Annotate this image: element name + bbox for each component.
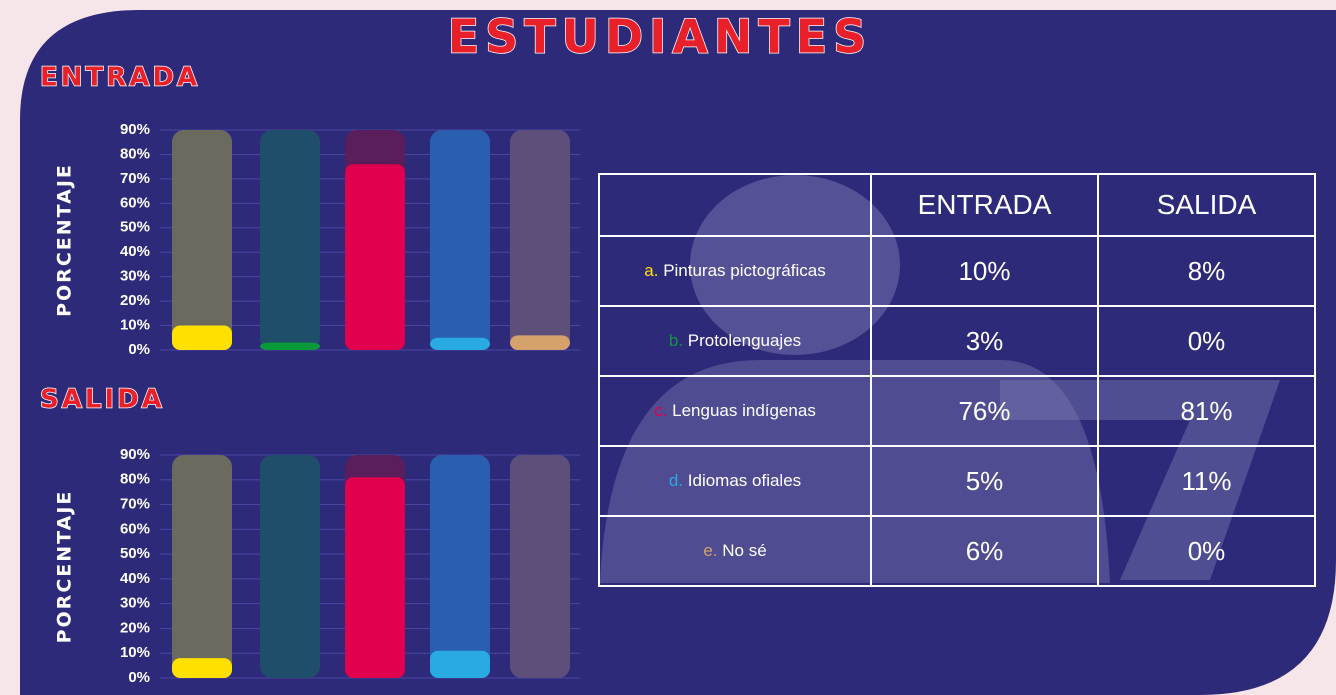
- entrada-cell: 5%: [870, 445, 1099, 517]
- y-tick-label: 60%: [120, 194, 150, 211]
- table-row: a. Pinturas pictográficas 10% 8%: [598, 235, 1316, 307]
- bar: [510, 335, 570, 350]
- y-axis-label: PORCENTAJE: [54, 163, 76, 317]
- y-tick-label: 40%: [120, 243, 150, 260]
- header-cell: SALIDA: [1097, 173, 1316, 237]
- bar-track: [172, 130, 232, 350]
- y-tick-label: 20%: [120, 619, 150, 636]
- salida-cell: 0%: [1097, 305, 1316, 377]
- bar: [345, 164, 405, 350]
- row-letter: c.: [654, 401, 668, 420]
- y-tick-label: 90%: [120, 121, 150, 138]
- y-tick-label: 80%: [120, 471, 150, 488]
- chart-title: ENTRADA: [40, 63, 200, 93]
- salida-cell: 0%: [1097, 515, 1316, 587]
- bar: [430, 337, 490, 350]
- y-tick-label: 70%: [120, 496, 150, 513]
- y-axis-label: PORCENTAJE: [54, 490, 76, 644]
- data-table: ENTRADA SALIDA a. Pinturas pictográficas…: [598, 173, 1316, 587]
- entrada-cell: 6%: [870, 515, 1099, 587]
- row-label: Protolenguajes: [687, 331, 802, 350]
- bar: [260, 342, 320, 350]
- row-letter: d.: [668, 471, 684, 490]
- salida-cell: 81%: [1097, 375, 1316, 447]
- bar: [345, 477, 405, 678]
- y-tick-label: 20%: [120, 292, 150, 309]
- salida-cell: 11%: [1097, 445, 1316, 517]
- row-label: Pinturas pictográficas: [663, 261, 826, 280]
- y-tick-label: 30%: [120, 268, 150, 285]
- y-tick-label: 50%: [120, 545, 150, 562]
- bar-track: [510, 455, 570, 678]
- y-tick-label: 30%: [120, 595, 150, 612]
- bar-track: [430, 455, 490, 678]
- chart-title: SALIDA: [40, 385, 165, 415]
- row-label-cell: a. Pinturas pictográficas: [598, 235, 872, 307]
- bar: [172, 325, 232, 350]
- table-row: e. No sé 6% 0%: [598, 515, 1316, 587]
- entrada-cell: 10%: [870, 235, 1099, 307]
- bar-track: [510, 130, 570, 350]
- salida-cell: 8%: [1097, 235, 1316, 307]
- row-label-cell: e. No sé: [598, 515, 872, 587]
- y-tick-label: 10%: [120, 644, 150, 661]
- row-label-cell: c. Lenguas indígenas: [598, 375, 872, 447]
- y-tick-label: 80%: [120, 145, 150, 162]
- table-row: b. Protolenguajes 3% 0%: [598, 305, 1316, 377]
- bar-track: [172, 455, 232, 678]
- row-label-cell: d. Idiomas ofiales: [598, 445, 872, 517]
- table-row: c. Lenguas indígenas 76% 81%: [598, 375, 1316, 447]
- page-title: ESTUDIANTES: [448, 10, 873, 64]
- header-row: ENTRADA SALIDA: [598, 173, 1316, 237]
- row-label-cell: b. Protolenguajes: [598, 305, 872, 377]
- bar: [172, 658, 232, 678]
- entrada-cell: 76%: [870, 375, 1099, 447]
- table-row: d. Idiomas ofiales 5% 11%: [598, 445, 1316, 517]
- y-tick-label: 10%: [120, 317, 150, 334]
- bar-track: [430, 130, 490, 350]
- corner-cell: [598, 173, 872, 237]
- row-label: Lenguas indígenas: [672, 401, 816, 420]
- row-letter: b.: [668, 331, 684, 350]
- bar-track: [260, 130, 320, 350]
- y-tick-label: 40%: [120, 570, 150, 587]
- y-tick-label: 0%: [128, 669, 150, 686]
- entrada-cell: 3%: [870, 305, 1099, 377]
- y-tick-label: 0%: [128, 341, 150, 358]
- row-letter: e.: [703, 541, 718, 560]
- header-cell: ENTRADA: [870, 173, 1099, 237]
- y-tick-label: 90%: [120, 446, 150, 463]
- y-tick-label: 60%: [120, 520, 150, 537]
- y-tick-label: 50%: [120, 219, 150, 236]
- bar-track: [260, 455, 320, 678]
- row-label: No sé: [722, 541, 767, 560]
- row-letter: a.: [644, 261, 659, 280]
- y-tick-label: 70%: [120, 170, 150, 187]
- row-label: Idiomas ofiales: [687, 471, 802, 490]
- bar: [430, 650, 490, 678]
